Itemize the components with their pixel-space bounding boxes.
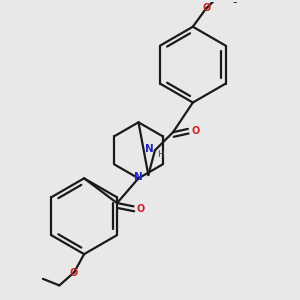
Text: N: N <box>145 144 153 154</box>
Text: N: N <box>134 172 143 182</box>
Text: O: O <box>191 125 199 136</box>
Text: O: O <box>136 204 145 214</box>
Text: O: O <box>202 3 211 13</box>
Text: O: O <box>69 268 77 278</box>
Text: H: H <box>158 150 164 159</box>
